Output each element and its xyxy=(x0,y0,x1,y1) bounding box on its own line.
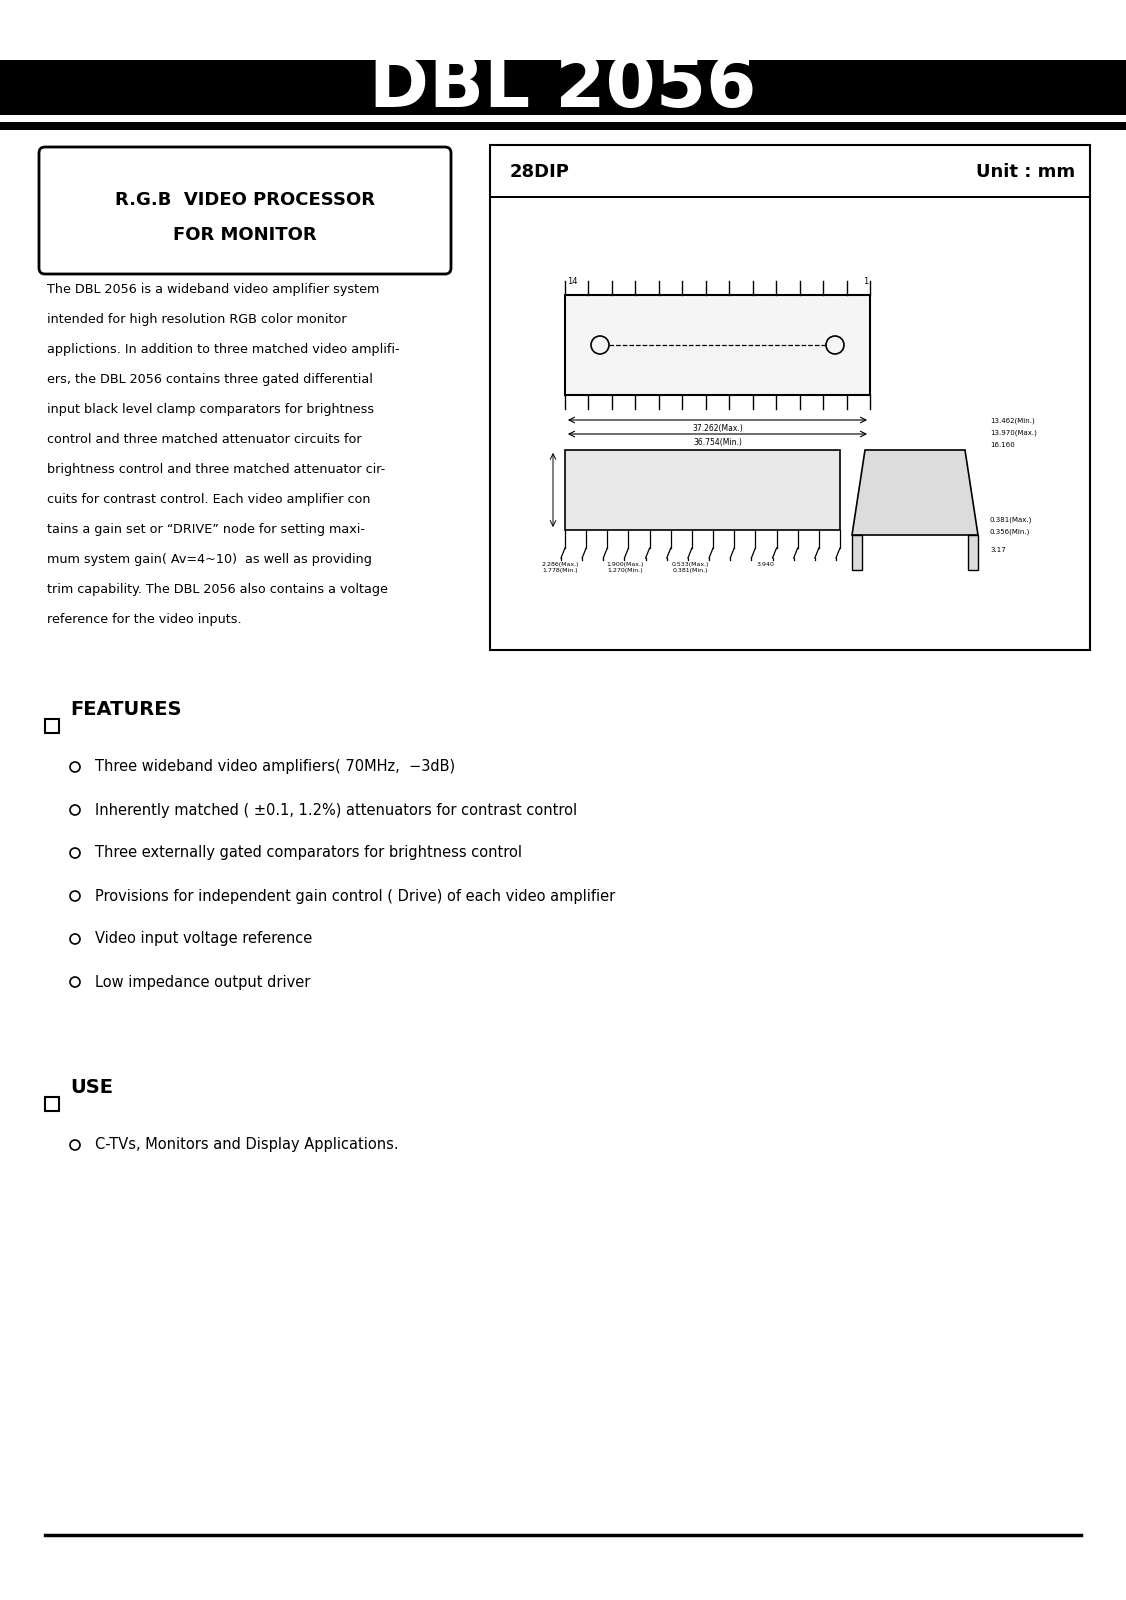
Text: FEATURES: FEATURES xyxy=(70,701,181,718)
Text: Video input voltage reference: Video input voltage reference xyxy=(95,931,312,947)
FancyBboxPatch shape xyxy=(39,147,452,274)
Bar xyxy=(565,294,870,395)
Text: 13.462(Min.): 13.462(Min.) xyxy=(990,418,1035,424)
Text: 14: 14 xyxy=(568,277,578,286)
Text: applictions. In addition to three matched video amplifi-: applictions. In addition to three matche… xyxy=(47,342,400,357)
Text: mum system gain( Av=4~10)  as well as providing: mum system gain( Av=4~10) as well as pro… xyxy=(47,554,372,566)
Polygon shape xyxy=(968,534,978,570)
Bar xyxy=(0,122,1126,130)
Text: 28DIP: 28DIP xyxy=(510,163,570,181)
Text: ers, the DBL 2056 contains three gated differential: ers, the DBL 2056 contains three gated d… xyxy=(47,373,373,386)
Text: trim capability. The DBL 2056 also contains a voltage: trim capability. The DBL 2056 also conta… xyxy=(47,582,387,595)
Text: 0.533(Max.)
0.381(Min.): 0.533(Max.) 0.381(Min.) xyxy=(671,562,708,573)
Text: tains a gain set or “DRIVE” node for setting maxi-: tains a gain set or “DRIVE” node for set… xyxy=(47,523,365,536)
Text: Inherently matched ( ±0.1, 1.2%) attenuators for contrast control: Inherently matched ( ±0.1, 1.2%) attenua… xyxy=(95,803,578,818)
Text: 0.356(Min.): 0.356(Min.) xyxy=(990,528,1030,536)
Text: intended for high resolution RGB color monitor: intended for high resolution RGB color m… xyxy=(47,314,347,326)
Text: 3.940: 3.940 xyxy=(756,562,774,566)
Polygon shape xyxy=(852,534,863,570)
Text: R.G.B  VIDEO PROCESSOR: R.G.B VIDEO PROCESSOR xyxy=(115,190,375,210)
Bar xyxy=(565,450,840,530)
Text: 3.17: 3.17 xyxy=(990,547,1006,554)
Text: Unit : mm: Unit : mm xyxy=(976,163,1075,181)
Text: Three externally gated comparators for brightness control: Three externally gated comparators for b… xyxy=(95,845,522,861)
Bar xyxy=(45,718,59,733)
Text: USE: USE xyxy=(70,1078,113,1098)
Text: Three wideband video amplifiers( 70MHz,  −3dB): Three wideband video amplifiers( 70MHz, … xyxy=(95,760,455,774)
Text: 13.970(Max.): 13.970(Max.) xyxy=(990,430,1037,437)
Text: 0.381(Max.): 0.381(Max.) xyxy=(990,517,1033,523)
Text: C-TVs, Monitors and Display Applications.: C-TVs, Monitors and Display Applications… xyxy=(95,1138,399,1152)
Text: reference for the video inputs.: reference for the video inputs. xyxy=(47,613,242,626)
Bar xyxy=(490,195,1090,198)
Text: brightness control and three matched attenuator cir-: brightness control and three matched att… xyxy=(47,462,385,477)
Text: 2.286(Max.)
1.778(Min.): 2.286(Max.) 1.778(Min.) xyxy=(542,562,579,573)
Text: DBL 2056: DBL 2056 xyxy=(369,53,757,123)
Text: 37.262(Max.): 37.262(Max.) xyxy=(692,424,743,434)
Text: 36.754(Min.): 36.754(Min.) xyxy=(694,438,742,446)
Text: control and three matched attenuator circuits for: control and three matched attenuator cir… xyxy=(47,434,361,446)
Text: The DBL 2056 is a wideband video amplifier system: The DBL 2056 is a wideband video amplifi… xyxy=(47,283,379,296)
Text: input black level clamp comparators for brightness: input black level clamp comparators for … xyxy=(47,403,374,416)
Text: cuits for contrast control. Each video amplifier con: cuits for contrast control. Each video a… xyxy=(47,493,370,506)
Text: 16.160: 16.160 xyxy=(990,442,1015,448)
Text: FOR MONITOR: FOR MONITOR xyxy=(173,226,316,243)
Text: 1: 1 xyxy=(863,277,868,286)
Polygon shape xyxy=(852,450,978,534)
Text: 1.900(Max.)
1.270(Min.): 1.900(Max.) 1.270(Min.) xyxy=(606,562,644,573)
Text: Provisions for independent gain control ( Drive) of each video amplifier: Provisions for independent gain control … xyxy=(95,888,615,904)
Bar xyxy=(490,146,1090,650)
Text: Low impedance output driver: Low impedance output driver xyxy=(95,974,311,989)
Bar xyxy=(45,1098,59,1110)
Bar xyxy=(0,59,1126,115)
